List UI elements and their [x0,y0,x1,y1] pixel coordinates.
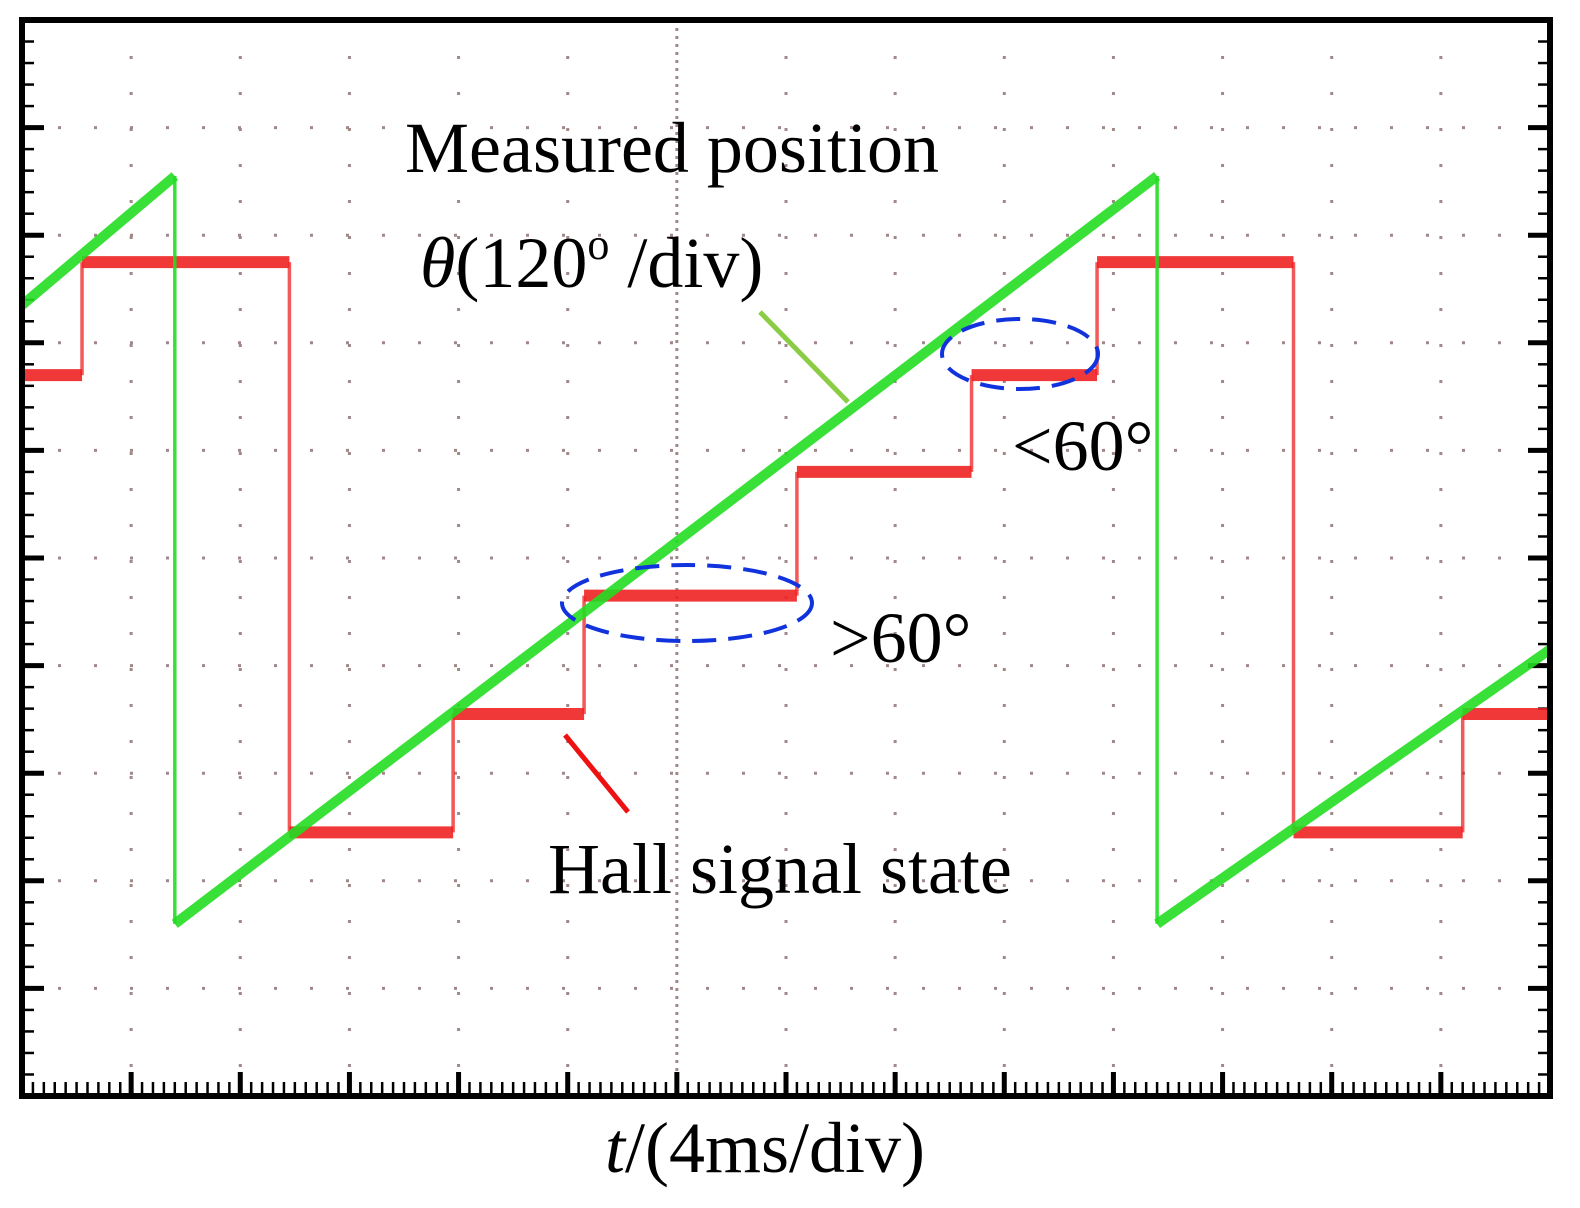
x-axis-unit: /(4ms/div) [625,1108,925,1188]
hall-pointer-line [563,733,630,814]
greater-than-60-label: >60° [830,598,971,678]
x-axis-var: t [605,1108,627,1188]
degree-mark: o [587,220,609,269]
scale-open: (120 [455,223,587,303]
theta-symbol: θ [420,223,455,303]
scale-close: /div) [609,223,763,303]
less-than-60-label: <60° [1012,406,1153,486]
position-label-title: Measured position [405,108,939,188]
position-trace-segment [171,172,1161,928]
position-trace-segment [1154,645,1553,928]
grid [22,20,1550,1096]
hall-signal-label: Hall signal state [548,829,1012,909]
less-than-60-ellipse [940,317,1100,391]
position-pointer-line [758,310,850,404]
position-label-scale: θ(120o /div) [420,220,763,303]
traces [18,172,1553,928]
greater-than-60-ellipse [560,563,814,643]
x-axis-label: t/(4ms/div) [605,1108,925,1188]
plot-frame [19,17,1553,1099]
position-trace-segment [18,172,179,309]
